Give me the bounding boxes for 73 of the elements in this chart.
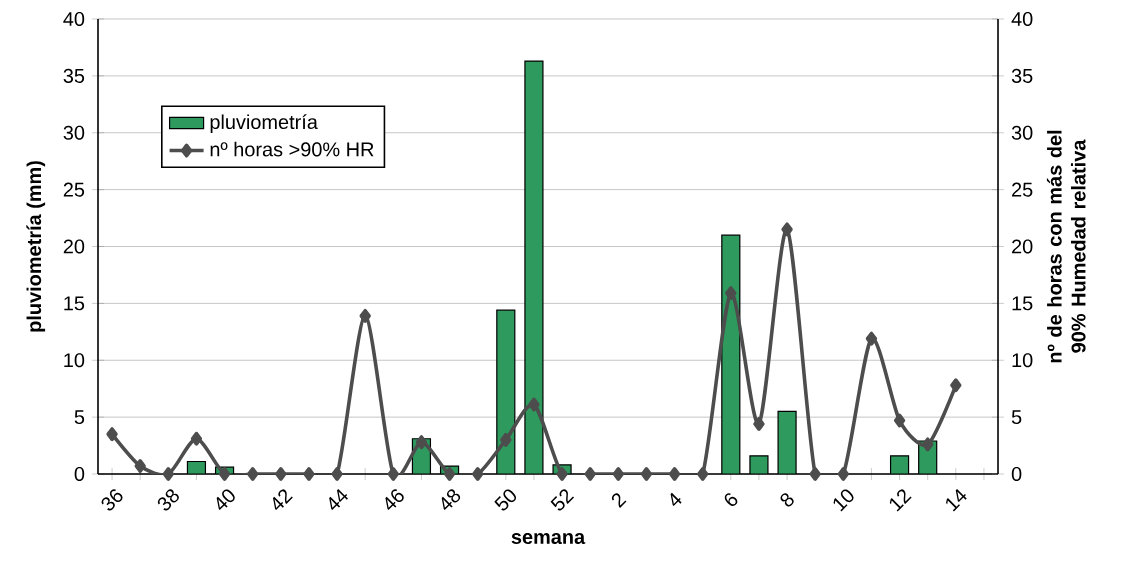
point xyxy=(556,467,568,481)
y2-tick-label: 10 xyxy=(1012,353,1033,368)
y2-tick-label: 15 xyxy=(1012,296,1033,311)
point xyxy=(781,222,793,237)
point xyxy=(950,378,962,393)
point xyxy=(809,467,821,481)
y2-tick-label: 0 xyxy=(1011,466,1022,482)
y-tick-label: 10 xyxy=(64,353,85,368)
point xyxy=(528,397,540,412)
point xyxy=(162,467,174,481)
x-tick-label: 6 xyxy=(724,493,738,506)
x-tick-label: 8 xyxy=(780,493,794,507)
y-tick-label: 0 xyxy=(74,466,85,482)
point xyxy=(218,467,231,481)
y2-axis-title: nº de horas con más del 90% Humedad relativa xyxy=(1046,130,1086,363)
point xyxy=(190,431,203,446)
y-tick-label: 25 xyxy=(63,182,85,197)
legend-label: nº horas >90% HR xyxy=(210,141,374,157)
point xyxy=(837,467,849,481)
y-axis-title: pluviometría (mm) xyxy=(26,161,46,332)
point xyxy=(922,437,934,452)
point xyxy=(359,308,371,323)
bar xyxy=(496,309,516,474)
x-tick-label: 12 xyxy=(889,489,912,512)
bar xyxy=(721,234,741,474)
point xyxy=(725,286,737,301)
bar xyxy=(524,60,544,474)
y-tick-label: 40 xyxy=(63,11,85,27)
y-tick-label: 20 xyxy=(63,239,85,254)
point xyxy=(640,467,653,481)
point xyxy=(865,331,878,346)
x-axis-title: semana xyxy=(511,533,586,544)
legend-label: pluviometría xyxy=(210,114,318,134)
y2-tick-label: 5 xyxy=(1011,410,1022,425)
x-tick-label: 44 xyxy=(329,488,348,510)
y-tick-label: 15 xyxy=(64,296,85,311)
point xyxy=(668,467,681,481)
point xyxy=(753,416,765,431)
x-tick-label: 14 xyxy=(946,488,967,512)
x-tick-label: 38 xyxy=(157,489,179,511)
point xyxy=(415,435,428,450)
point xyxy=(500,432,512,447)
x-tick-label: 46 xyxy=(385,489,404,510)
point xyxy=(134,459,146,474)
x-tick-label: 48 xyxy=(441,489,461,510)
point xyxy=(275,467,287,481)
y2-tick-label: 35 xyxy=(1011,68,1033,83)
x-tick-label: 40 xyxy=(216,489,235,510)
point xyxy=(472,467,484,481)
point xyxy=(443,467,456,481)
point xyxy=(387,467,399,481)
y2-tick-label: 40 xyxy=(1011,11,1033,27)
y2-tick-label: 20 xyxy=(1012,239,1033,254)
y-tick-label: 30 xyxy=(63,125,85,140)
y-tick-label: 5 xyxy=(74,410,85,425)
point xyxy=(331,467,343,481)
x-tick-label: 4 xyxy=(670,492,682,507)
point xyxy=(893,413,906,428)
point xyxy=(303,467,315,481)
point xyxy=(584,467,596,481)
x-tick-label: 36 xyxy=(101,489,123,511)
y2-tick-label: 25 xyxy=(1012,182,1033,197)
y-tick-label: 35 xyxy=(63,68,85,83)
x-tick-label: 2 xyxy=(611,493,627,508)
point xyxy=(247,467,259,481)
y2-tick-label: 30 xyxy=(1011,125,1033,140)
x-tick-label: 52 xyxy=(550,489,575,511)
point xyxy=(612,467,624,481)
x-tick-label: 42 xyxy=(272,489,293,511)
x-tick-label: 10 xyxy=(833,489,854,512)
x-tick-label: 50 xyxy=(494,489,516,511)
point xyxy=(697,467,709,481)
point xyxy=(106,427,118,442)
